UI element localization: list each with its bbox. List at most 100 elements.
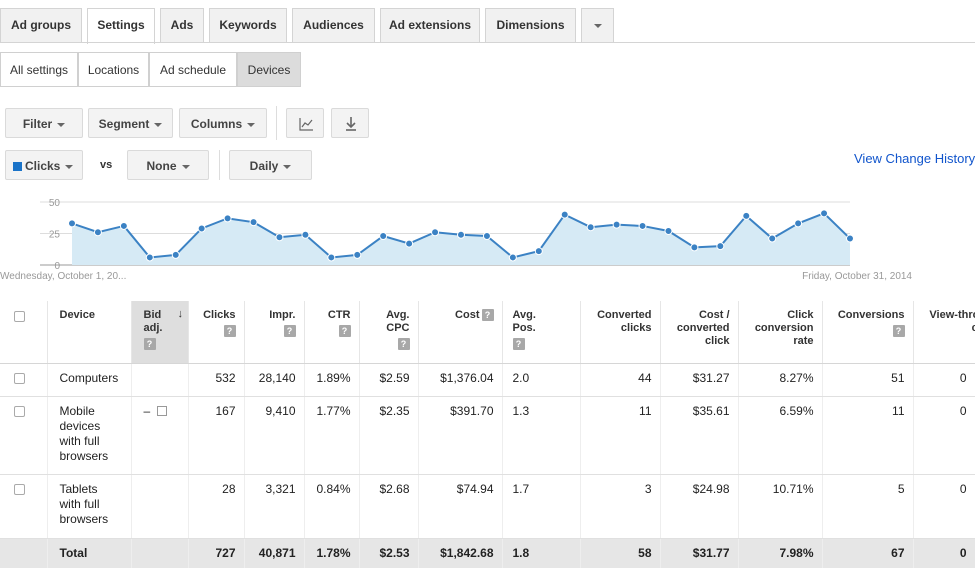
cost-per-converted-click-cell: $31.27 (660, 363, 739, 397)
view-through-conv-cell: 0 (913, 474, 975, 539)
data-point (93, 228, 102, 237)
device-header[interactable]: Device (47, 301, 132, 364)
help-icon[interactable]: ? (892, 325, 905, 337)
data-point (145, 253, 154, 262)
avg-cpc-header-label: Avg. CPC (386, 309, 410, 334)
download-button[interactable] (331, 108, 369, 138)
data-point (197, 224, 206, 233)
toolbar-divider (276, 106, 277, 140)
select-all-checkbox[interactable] (14, 311, 25, 322)
view-through-conv-header-label: View-through conv. (929, 309, 975, 334)
conversions-header[interactable]: Conversions? (822, 301, 914, 364)
cost-per-converted-click-header-label: Cost / converted click (676, 309, 730, 347)
converted-clicks-header[interactable]: Converted clicks (580, 301, 661, 364)
avg-pos-header[interactable]: Avg. Pos.? (502, 301, 581, 364)
metric2-select[interactable]: None (127, 150, 209, 180)
view-through-conv-cell: 0 (913, 396, 975, 475)
view-change-history-link[interactable]: View Change History (854, 151, 975, 166)
row-checkbox[interactable] (14, 483, 25, 495)
device-cell: Mobile devices with full browsers (47, 396, 132, 475)
view-through-conv-header[interactable]: View-through conv. (913, 301, 975, 364)
bid-adj-cell[interactable]: – (131, 396, 189, 475)
row-checkbox[interactable] (14, 405, 25, 417)
help-icon[interactable]: ? (397, 338, 410, 350)
row-checkbox-cell[interactable] (0, 474, 48, 539)
data-point (275, 233, 284, 242)
conversions-header-label: Conversions (837, 309, 905, 321)
total-row: Total 727 40,871 1.78% $2.53 $1,842.68 1… (0, 538, 975, 568)
data-point (405, 239, 414, 248)
help-icon[interactable]: ? (481, 309, 494, 322)
edit-icon[interactable] (156, 406, 167, 417)
tab-ads[interactable]: Ads (160, 8, 204, 42)
total-converted-clicks: 58 (580, 538, 661, 568)
data-point (846, 234, 854, 243)
tab-dimensions[interactable]: Dimensions (485, 8, 576, 42)
data-point (690, 243, 699, 252)
help-icon[interactable]: ? (338, 325, 351, 337)
tabs-divider (0, 42, 975, 43)
select-all-checkbox-cell[interactable] (0, 301, 48, 364)
tab-settings[interactable]: Settings (87, 8, 155, 44)
interval-select[interactable]: Daily (229, 150, 312, 180)
cost-header[interactable]: Cost? (418, 301, 503, 364)
impr-header-label: Impr. (269, 309, 296, 321)
impr-header[interactable]: Impr.? (244, 301, 305, 364)
ctr-header[interactable]: CTR? (304, 301, 360, 364)
help-icon[interactable]: ? (512, 338, 525, 350)
columns-button[interactable]: Columns (179, 108, 267, 138)
filter-button[interactable]: Filter (5, 108, 83, 138)
more-tabs-button[interactable] (581, 8, 614, 42)
x-start-label: Wednesday, October 1, 20... (0, 271, 126, 282)
clicks-header[interactable]: Clicks? (188, 301, 245, 364)
sort-arrow-icon: ↓ (177, 308, 184, 320)
subtab-ad-schedule[interactable]: Ad schedule (149, 52, 237, 87)
row-checkbox[interactable] (14, 372, 25, 384)
segment-button[interactable]: Segment (88, 108, 173, 138)
line-chart-icon (299, 118, 313, 131)
tab-ad-extensions[interactable]: Ad extensions (380, 8, 480, 42)
chart-toggle-button[interactable] (286, 108, 324, 138)
tab-audiences[interactable]: Audiences (292, 8, 375, 42)
data-point (716, 242, 725, 251)
y-tick-label: 0 (54, 261, 60, 272)
ctr-cell: 1.89% (304, 363, 360, 397)
clicks-cell: 28 (188, 474, 245, 539)
help-icon[interactable]: ? (223, 325, 236, 337)
devices-table: Device Bid adj. ↓ ? Clicks? Impr.? CTR? A… (0, 301, 975, 568)
help-icon[interactable]: ? (283, 325, 296, 337)
row-checkbox-cell[interactable] (0, 396, 48, 475)
bid-adj-header[interactable]: Bid adj. ↓ ? (131, 301, 189, 364)
conversions-cell: 11 (822, 396, 914, 475)
filter-label: Filter (22, 117, 53, 131)
tab-ad-groups[interactable]: Ad groups (0, 8, 82, 42)
metric1-swatch (13, 162, 22, 172)
data-point (353, 250, 362, 259)
help-icon[interactable]: ? (143, 338, 156, 350)
subtab-locations[interactable]: Locations (78, 52, 149, 87)
bid-adj-cell[interactable] (131, 474, 189, 539)
x-end-label: Friday, October 31, 2014 (802, 271, 912, 282)
total-ctr: 1.78% (304, 538, 360, 568)
converted-clicks-cell: 11 (580, 396, 661, 475)
subtab-devices[interactable]: Devices (237, 52, 301, 87)
converted-clicks-header-label: Converted clicks (597, 309, 652, 334)
metric2-label: None (146, 159, 177, 173)
row-checkbox-cell[interactable] (0, 363, 48, 397)
data-point (68, 219, 76, 228)
total-clicks: 727 (188, 538, 245, 568)
cost-per-converted-click-header[interactable]: Cost / converted click (660, 301, 739, 364)
total-label: Total (47, 538, 132, 568)
cost-cell: $74.94 (418, 474, 503, 539)
data-point (560, 210, 569, 219)
cost-per-converted-click-cell: $35.61 (660, 396, 739, 475)
click-conversion-rate-header[interactable]: Click conversion rate (738, 301, 823, 364)
data-point (379, 232, 388, 241)
total-view-through-conv: 0 (913, 538, 975, 568)
tab-keywords[interactable]: Keywords (209, 8, 287, 42)
ctr-cell: 1.77% (304, 396, 360, 475)
avg-cpc-header[interactable]: Avg. CPC? (359, 301, 419, 364)
subtab-all-settings[interactable]: All settings (0, 52, 78, 87)
bid-adj-cell[interactable] (131, 363, 189, 397)
metric1-select[interactable]: Clicks (5, 150, 83, 180)
